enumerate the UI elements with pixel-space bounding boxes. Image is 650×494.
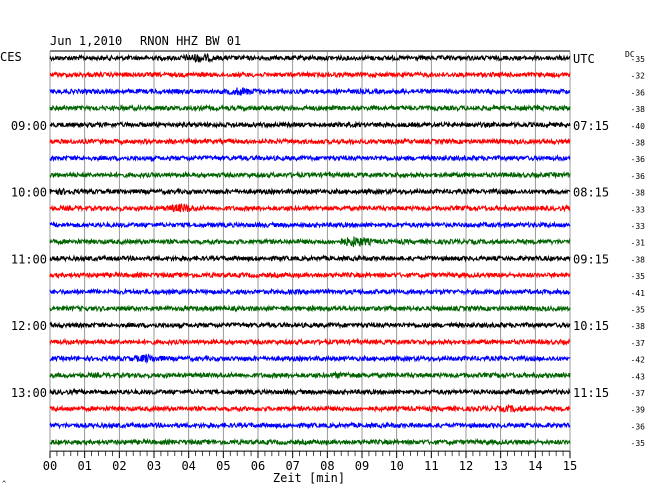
right-time-label: UTC — [573, 52, 595, 66]
dc-offset-label: -32 — [631, 72, 646, 81]
trace-row-3 — [49, 103, 571, 113]
trace-row-13 — [49, 270, 571, 280]
dc-offset-label: -35 — [631, 272, 646, 281]
x-tick-label: 07 — [285, 459, 299, 473]
dc-offset-label: -39 — [631, 406, 646, 415]
x-tick-label: 15 — [563, 459, 577, 473]
dc-offset-label: -31 — [631, 239, 646, 248]
trace-row-5 — [49, 137, 571, 146]
x-tick-label: 10 — [389, 459, 403, 473]
dc-offset-label: -36 — [631, 422, 646, 431]
left-time-labels: 09:00 10:00 11:00 12:00 13:00 — [11, 119, 47, 400]
trace-row-17 — [49, 337, 571, 347]
dc-label: DC — [625, 50, 635, 59]
trace-row-10 — [49, 220, 571, 229]
dc-offset-label: -42 — [631, 356, 646, 365]
x-axis: 00 01 02 03 04 05 06 07 08 09 10 11 12 13 14 15 — [43, 451, 577, 473]
x-axis-label: Zeit [min] — [273, 471, 345, 485]
dc-offset-label: -35 — [631, 439, 646, 448]
dc-offset-label: -37 — [631, 389, 646, 398]
dc-offset-label: -38 — [631, 189, 646, 198]
trace-row-16 — [49, 321, 571, 330]
left-time-label: 11:00 — [11, 252, 47, 266]
right-time-label: 07:15 — [573, 119, 609, 133]
x-tick-label: 11 — [424, 459, 438, 473]
dc-offset-label: -35 — [631, 55, 646, 64]
header-station: RNON HHZ BW 01 — [140, 34, 241, 48]
trace-row-9 — [49, 203, 571, 213]
x-tick-label: 02 — [112, 459, 126, 473]
dc-offset-label: -36 — [631, 172, 646, 181]
x-tick-label: 05 — [216, 459, 230, 473]
trace-row-8 — [49, 187, 571, 196]
trace-row-19 — [49, 370, 571, 380]
dc-offset-label: -36 — [631, 155, 646, 164]
dc-offset-label: -43 — [631, 372, 646, 381]
dc-offset-label: -38 — [631, 322, 646, 331]
dc-offset-label: -38 — [631, 105, 646, 114]
left-time-label: 09:00 — [11, 119, 47, 133]
x-tick-label: 03 — [147, 459, 161, 473]
right-time-label: 09:15 — [573, 252, 609, 266]
trace-row-12 — [49, 254, 571, 263]
dc-offset-label: -37 — [631, 339, 646, 348]
right-time-label: 08:15 — [573, 186, 609, 200]
right-time-label: 10:15 — [573, 319, 609, 333]
right-time-label: 11:15 — [573, 386, 609, 400]
left-timezone-label: CES — [0, 50, 22, 64]
dc-offset-label: -36 — [631, 88, 646, 97]
trace-row-20 — [49, 387, 571, 397]
trace-row-1 — [49, 70, 571, 79]
left-time-label: 13:00 — [11, 386, 47, 400]
trace-row-2 — [49, 87, 571, 96]
left-time-label: 12:00 — [11, 319, 47, 333]
trace-row-18 — [49, 353, 571, 365]
trace-row-0 — [49, 52, 571, 64]
trace-row-4 — [49, 120, 571, 129]
right-time-labels: UTC 07:15 08:15 09:15 10:15 11:15 — [573, 52, 609, 400]
dc-offset-label: -38 — [631, 139, 646, 148]
x-tick-label: 00 — [43, 459, 57, 473]
trace-row-23 — [49, 437, 571, 447]
x-tick-label: 08 — [320, 459, 334, 473]
x-tick-label: 14 — [528, 459, 542, 473]
x-tick-label: 01 — [77, 459, 91, 473]
trace-row-22 — [49, 421, 571, 430]
grid-lines — [49, 50, 571, 452]
x-tick-label: 09 — [355, 459, 369, 473]
trace-row-7 — [49, 170, 571, 180]
trace-row-6 — [49, 153, 571, 163]
trace-group — [49, 52, 571, 447]
dc-offset-label: -35 — [631, 306, 646, 315]
trace-row-21 — [49, 403, 571, 414]
x-tick-label: 12 — [459, 459, 473, 473]
x-tick-label: 13 — [493, 459, 507, 473]
trace-row-15 — [49, 304, 571, 313]
trace-row-14 — [49, 287, 571, 296]
dc-offset-label: -33 — [631, 205, 646, 214]
dc-offset-labels: -35 -32 -36 -38 -40 -38 -36 -36 -38 -33 -33 -31 -38 -… — [631, 55, 646, 448]
trace-row-11 — [49, 236, 571, 248]
x-tick-label: 06 — [251, 459, 265, 473]
x-tick-label: 04 — [181, 459, 195, 473]
left-time-label: 10:00 — [11, 186, 47, 200]
dc-offset-label: -38 — [631, 255, 646, 264]
dc-offset-label: -33 — [631, 222, 646, 231]
header-date: Jun 1,2010 — [50, 34, 122, 48]
dc-offset-label: -40 — [631, 122, 646, 131]
corner-mark: ^ — [2, 480, 6, 488]
dc-offset-label: -41 — [631, 289, 646, 298]
